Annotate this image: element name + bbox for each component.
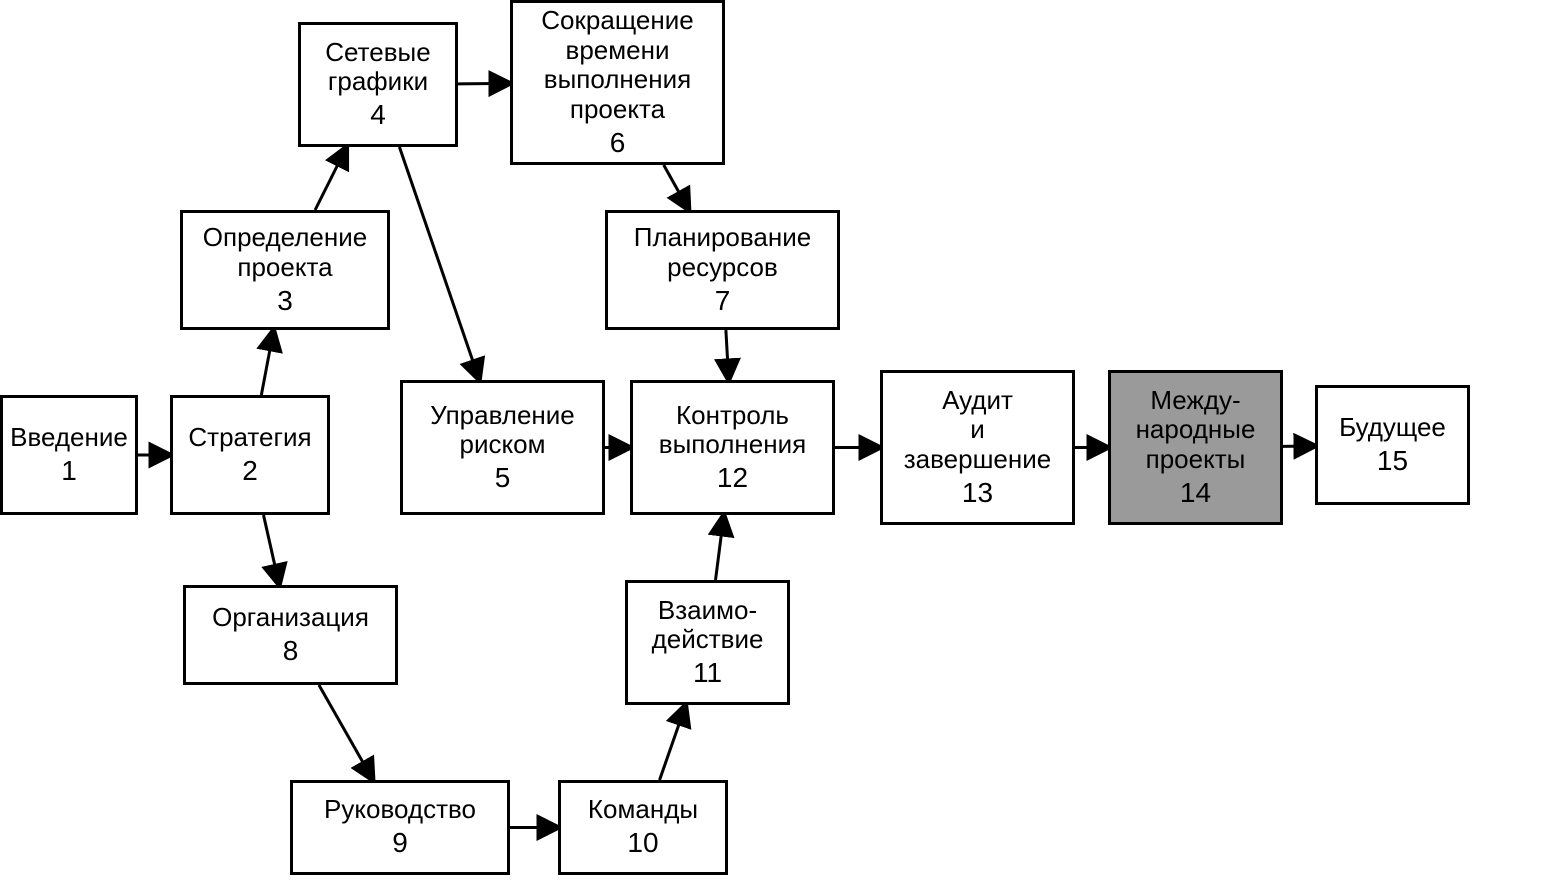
node-label: Команды xyxy=(588,795,698,825)
edge-n11-n12 xyxy=(716,515,724,580)
edge-n6-n7 xyxy=(664,165,689,210)
node-n9: Руководство9 xyxy=(290,780,510,875)
node-number: 14 xyxy=(1180,477,1211,509)
node-label: Сокращениевременивыполненияпроекта xyxy=(541,6,693,126)
node-n11: Взаимо-действие11 xyxy=(625,580,790,705)
edge-n10-n11 xyxy=(660,705,686,780)
node-label: Руководство xyxy=(324,795,476,825)
node-number: 1 xyxy=(61,455,77,487)
edge-n7-n12 xyxy=(726,330,729,380)
node-n4: Сетевыеграфики4 xyxy=(298,22,458,147)
node-label: Введение xyxy=(10,423,128,453)
node-n6: Сокращениевременивыполненияпроекта6 xyxy=(510,0,725,165)
node-n2: Стратегия2 xyxy=(170,395,330,515)
node-number: 10 xyxy=(627,827,658,859)
edge-n4-n5 xyxy=(399,147,479,380)
edge-n8-n9 xyxy=(319,685,373,780)
node-label: Стратегия xyxy=(188,423,311,453)
node-n8: Организация8 xyxy=(183,585,398,685)
node-number: 13 xyxy=(962,477,993,509)
node-number: 7 xyxy=(715,285,731,317)
node-n3: Определениепроекта3 xyxy=(180,210,390,330)
node-n15: Будущее15 xyxy=(1315,385,1470,505)
node-number: 6 xyxy=(610,127,626,159)
node-number: 4 xyxy=(370,99,386,131)
node-number: 5 xyxy=(495,462,511,494)
flowchart-canvas: Введение1 Стратегия2 Определениепроекта3 Се… xyxy=(0,0,1562,885)
node-number: 9 xyxy=(392,827,408,859)
node-label: Контрольвыполнения xyxy=(659,401,806,461)
node-n14: Между-народныепроекты14 xyxy=(1108,370,1283,525)
node-label: Сетевыеграфики xyxy=(325,38,430,98)
node-number: 2 xyxy=(242,455,258,487)
node-label: Между-народныепроекты xyxy=(1136,386,1256,476)
node-label: Управлениериском xyxy=(430,401,575,461)
node-n1: Введение1 xyxy=(0,395,138,515)
node-number: 15 xyxy=(1377,445,1408,477)
node-n12: Контрольвыполнения12 xyxy=(630,380,835,515)
edge-n2-n3 xyxy=(261,330,273,395)
node-label: Взаимо-действие xyxy=(652,596,764,656)
node-label: Организация xyxy=(212,603,369,633)
edge-n3-n4 xyxy=(315,147,347,210)
node-n10: Команды10 xyxy=(558,780,728,875)
node-n13: Аудитизавершение13 xyxy=(880,370,1075,525)
node-label: Планированиересурсов xyxy=(634,223,811,283)
node-number: 12 xyxy=(717,462,748,494)
node-number: 11 xyxy=(693,657,722,689)
node-number: 3 xyxy=(277,285,293,317)
node-label: Аудитизавершение xyxy=(904,386,1051,476)
node-label: Будущее xyxy=(1339,413,1446,443)
node-n7: Планированиересурсов7 xyxy=(605,210,840,330)
node-n5: Управлениериском5 xyxy=(400,380,605,515)
node-label: Определениепроекта xyxy=(203,223,367,283)
node-number: 8 xyxy=(283,635,299,667)
edge-n2-n8 xyxy=(264,515,280,585)
